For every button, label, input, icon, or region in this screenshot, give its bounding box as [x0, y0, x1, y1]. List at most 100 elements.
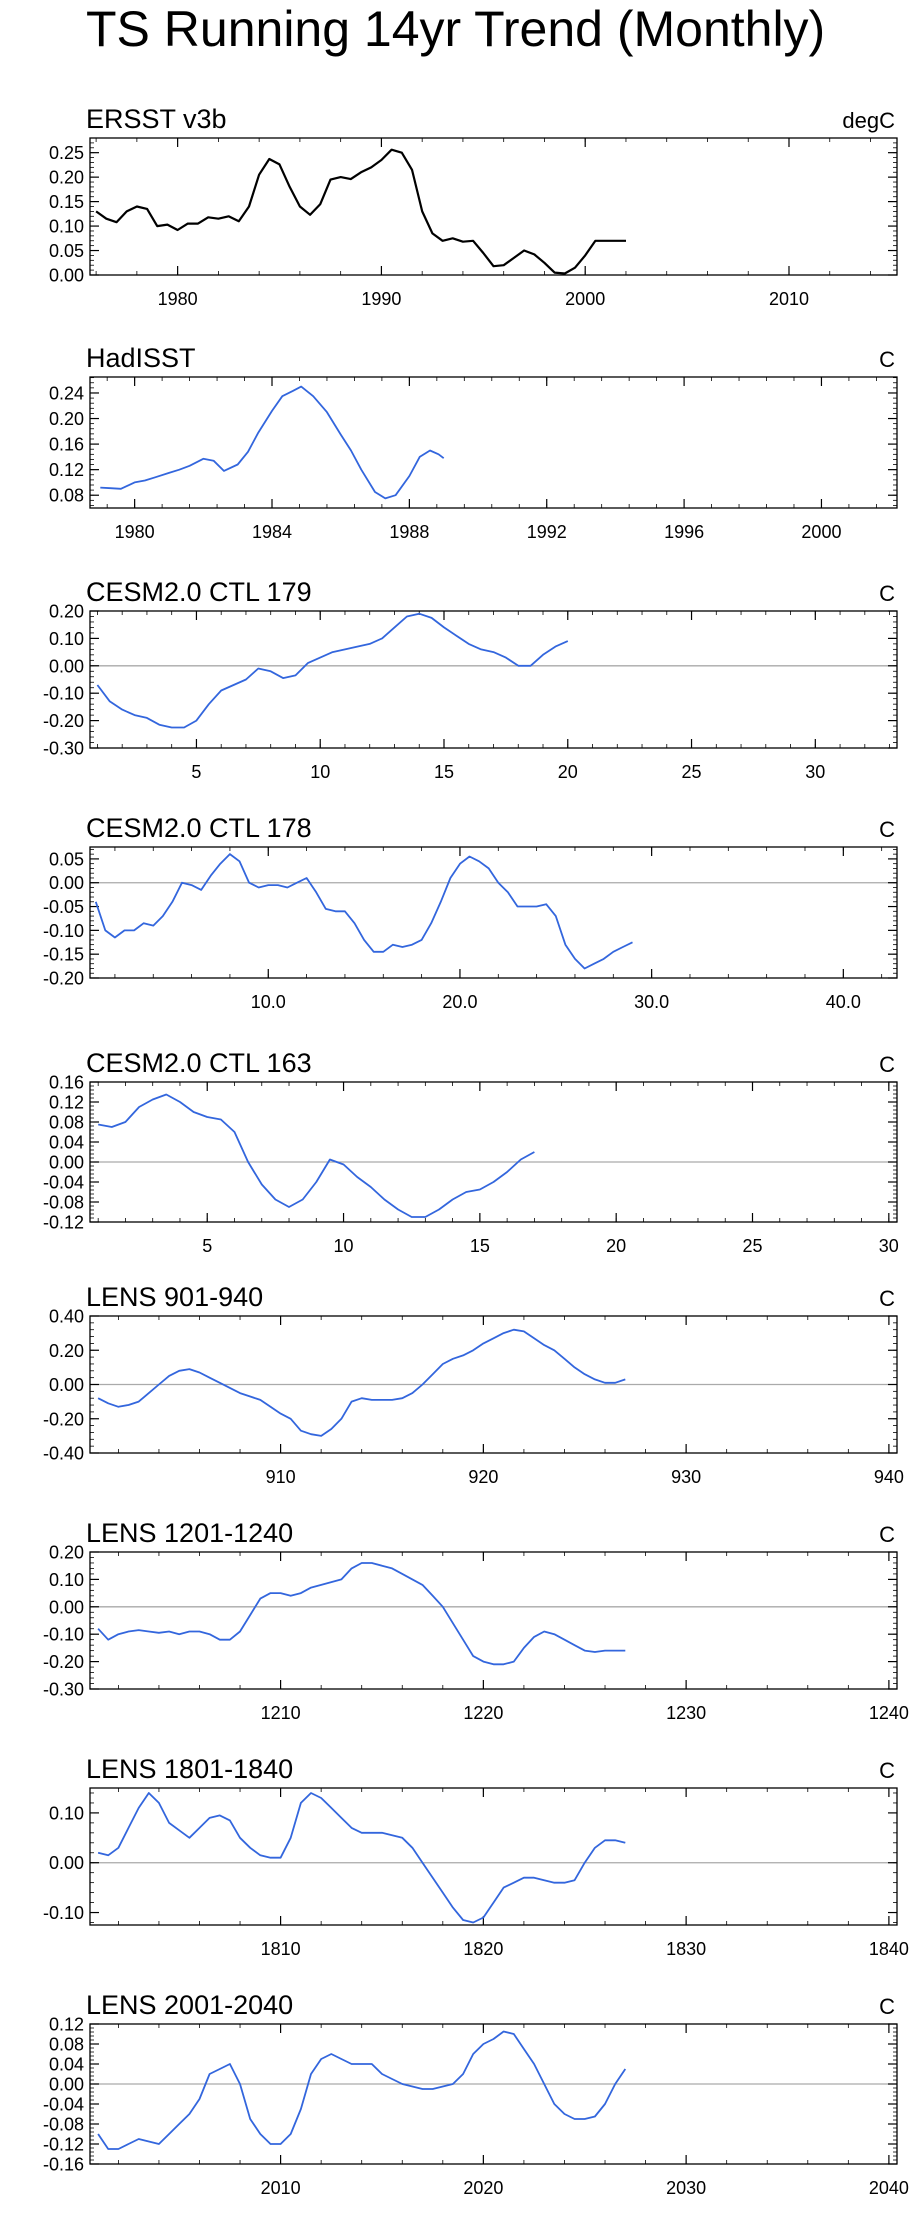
panel-3-ytick-label: 0.10: [49, 629, 84, 649]
panel-8-xtick-label: 1810: [261, 1939, 301, 1959]
panel-9-series-line: [97, 2030, 627, 2150]
panel-5-xtick-label: 30: [879, 1236, 899, 1256]
main-title: TS Running 14yr Trend (Monthly): [86, 1, 826, 57]
panel-7-title: LENS 1201-1240: [86, 1518, 293, 1548]
panel-5-xtick-label: 5: [202, 1236, 212, 1256]
panel-8-ytick-label: 0.00: [49, 1853, 84, 1873]
panel-9-ytick-label: -0.16: [43, 2155, 84, 2175]
panel-5-ytick-label: -0.08: [43, 1193, 84, 1213]
panel-2-units: C: [879, 347, 895, 372]
panel-4-units: C: [879, 817, 895, 842]
panel-1-ytick-label: 0.00: [49, 266, 84, 286]
panel-1-xtick-label: 1980: [158, 289, 198, 309]
panel-4-series-line: [94, 853, 633, 970]
panel-5-ytick-label: -0.04: [43, 1173, 84, 1193]
panel-1-units: degC: [842, 108, 895, 133]
panel-3-xtick-label: 10: [310, 762, 330, 782]
panel-5-frame: [89, 1081, 898, 1223]
panel-7-ytick-label: -0.10: [43, 1625, 84, 1645]
panel-4-title: CESM2.0 CTL 178: [86, 813, 312, 843]
panel-9-ytick-label: 0.12: [49, 2015, 84, 2035]
panel-4-xtick-label: 20.0: [442, 992, 477, 1012]
panel-9-ytick-label: -0.08: [43, 2115, 84, 2135]
panel-6-ytick-label: 0.20: [49, 1341, 84, 1361]
panel-8-units: C: [879, 1758, 895, 1783]
panel-3-units: C: [879, 581, 895, 606]
panel-1-ytick-label: 0.10: [49, 217, 84, 237]
panel-5-ytick-label: 0.04: [49, 1133, 84, 1153]
panel-6-frame: [89, 1315, 898, 1454]
panel-7-xtick-label: 1210: [261, 1703, 301, 1723]
panel-3-ytick-label: -0.30: [43, 739, 84, 759]
panel-6-units: C: [879, 1286, 895, 1311]
panel-7-ytick-label: -0.20: [43, 1652, 84, 1672]
panel-1-ytick-label: 0.05: [49, 241, 84, 261]
panel-5-title: CESM2.0 CTL 163: [86, 1048, 312, 1078]
panel-9-xtick-label: 2020: [463, 2178, 503, 2198]
panel-2-xtick-label: 1992: [527, 522, 567, 542]
panel-6-title: LENS 901-940: [86, 1282, 263, 1312]
panel-1-xtick-label: 1990: [361, 289, 401, 309]
panel-3-ytick-label: 0.00: [49, 656, 84, 676]
panel-8-ytick-label: -0.10: [43, 1903, 84, 1923]
panel-2-ytick-label: 0.12: [49, 460, 84, 480]
panel-9-frame: [89, 2023, 898, 2165]
panel-2-xtick-label: 2000: [801, 522, 841, 542]
panel-2-xtick-label: 1984: [252, 522, 292, 542]
panel-9-ytick-label: 0.00: [49, 2075, 84, 2095]
panel-2-xtick-label: 1980: [115, 522, 155, 542]
panel-8-title: LENS 1801-1840: [86, 1754, 293, 1784]
panel-5-xtick-label: 20: [606, 1236, 626, 1256]
panel-6-xtick-label: 930: [671, 1467, 701, 1487]
panel-7-units: C: [879, 1522, 895, 1547]
panel-1-xtick-label: 2000: [565, 289, 605, 309]
panel-3-xtick-label: 25: [682, 762, 702, 782]
panel-8-frame: [89, 1787, 898, 1926]
panel-6-ytick-label: 0.00: [49, 1375, 84, 1395]
panel-9-xtick-label: 2040: [869, 2178, 909, 2198]
panel-1-series-line: [95, 148, 626, 275]
panel-8-xtick-label: 1840: [869, 1939, 909, 1959]
panel-4-xtick-label: 40.0: [826, 992, 861, 1012]
panel-6-ytick-label: -0.40: [43, 1444, 84, 1464]
panel-4-frame: [89, 846, 898, 979]
panel-9-ytick-label: -0.12: [43, 2135, 84, 2155]
panel-1-xtick-label: 2010: [769, 289, 809, 309]
panel-3-ytick-label: 0.20: [49, 602, 84, 622]
panel-2-ytick-label: 0.24: [49, 383, 84, 403]
panel-8-xtick-label: 1830: [666, 1939, 706, 1959]
panel-6-series-line: [97, 1328, 626, 1437]
panel-5-xtick-label: 25: [742, 1236, 762, 1256]
panel-5-ytick-label: -0.12: [43, 1213, 84, 1233]
panel-8-ytick-label: 0.10: [49, 1803, 84, 1823]
panel-1-ytick-label: 0.25: [49, 143, 84, 163]
panel-9-ytick-label: 0.04: [49, 2055, 84, 2075]
panel-4-ytick-label: 0.05: [49, 849, 84, 869]
panel-7-frame: [89, 1551, 898, 1690]
panel-3-series-line: [96, 612, 569, 729]
panel-8-series-line: [97, 1792, 626, 1924]
panel-7-ytick-label: 0.00: [49, 1597, 84, 1617]
panel-7-series-line: [97, 1562, 626, 1666]
panel-3-xtick-label: 30: [805, 762, 825, 782]
panel-2-title: HadISST: [86, 343, 196, 373]
panel-2-xtick-label: 1996: [664, 522, 704, 542]
panel-4-ytick-label: -0.15: [43, 945, 84, 965]
panel-2-ytick-label: 0.20: [49, 409, 84, 429]
panel-9-title: LENS 2001-2040: [86, 1990, 293, 2020]
panel-9-ytick-label: -0.04: [43, 2095, 84, 2115]
panel-2-frame: [89, 376, 898, 509]
panel-7-ytick-label: -0.30: [43, 1680, 84, 1700]
panel-9-units: C: [879, 1994, 895, 2019]
panel-9-xtick-label: 2030: [666, 2178, 706, 2198]
panel-5-units: C: [879, 1052, 895, 1077]
panel-6-xtick-label: 920: [468, 1467, 498, 1487]
panel-5-xtick-label: 15: [470, 1236, 490, 1256]
panel-3-xtick-label: 20: [558, 762, 578, 782]
panel-4-ytick-label: -0.05: [43, 897, 84, 917]
panel-1-frame: [89, 137, 898, 276]
panel-5-ytick-label: 0.08: [49, 1113, 84, 1133]
panel-3-ytick-label: -0.10: [43, 684, 84, 704]
panel-7-xtick-label: 1240: [869, 1703, 909, 1723]
